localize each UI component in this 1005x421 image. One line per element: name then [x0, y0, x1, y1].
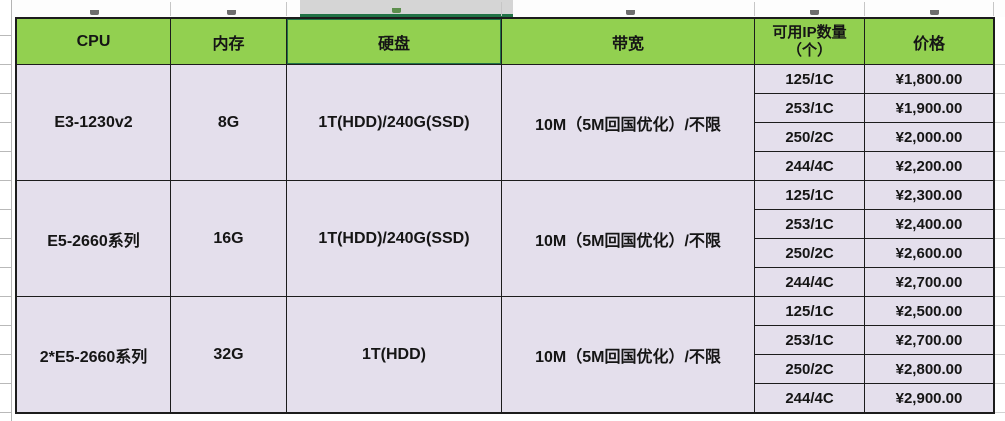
column-divider [501, 2, 502, 16]
column-divider [286, 2, 287, 16]
price-cell[interactable]: ¥2,200.00 [865, 152, 993, 180]
column-letter-fragment [227, 10, 236, 15]
ip-cell[interactable]: 125/1C [755, 181, 864, 209]
price-cell[interactable]: ¥2,600.00 [865, 239, 993, 267]
column-divider [993, 2, 994, 16]
column-divider [754, 2, 755, 16]
column-letter-fragment [392, 8, 401, 13]
row-header-strip [0, 0, 12, 421]
gridline-stubs [995, 17, 1005, 414]
header-disk[interactable]: 硬盘 [287, 19, 501, 64]
ip-cell[interactable]: 250/2C [755, 355, 864, 383]
memory-cell[interactable]: 8G [171, 65, 286, 180]
bandwidth-cell[interactable]: 10M（5M回国优化）/不限 [502, 297, 754, 412]
ip-cell[interactable]: 253/1C [755, 94, 864, 122]
bandwidth-cell[interactable]: 10M（5M回国优化）/不限 [502, 181, 754, 296]
ip-cell[interactable]: 250/2C [755, 239, 864, 267]
column-letter-fragment [810, 10, 819, 15]
disk-cell[interactable]: 1T(HDD)/240G(SSD) [287, 181, 501, 296]
price-cell[interactable]: ¥2,300.00 [865, 181, 993, 209]
selected-column-header[interactable] [300, 0, 513, 17]
price-cell[interactable]: ¥1,900.00 [865, 94, 993, 122]
price-cell[interactable]: ¥2,800.00 [865, 355, 993, 383]
column-divider [864, 2, 865, 16]
ip-cell[interactable]: 253/1C [755, 210, 864, 238]
column-letter-fragment [930, 10, 939, 15]
price-cell[interactable]: ¥2,400.00 [865, 210, 993, 238]
price-cell[interactable]: ¥2,900.00 [865, 384, 993, 412]
header-ip-count[interactable]: 可用IP数量 （个） [755, 19, 864, 64]
column-header-strip [12, 0, 1005, 17]
price-cell[interactable]: ¥2,000.00 [865, 123, 993, 151]
bandwidth-cell[interactable]: 10M（5M回国优化）/不限 [502, 65, 754, 180]
ip-cell[interactable]: 253/1C [755, 326, 864, 354]
cpu-cell[interactable]: E5-2660系列 [17, 181, 170, 296]
header-cpu[interactable]: CPU [17, 19, 170, 64]
column-letter-fragment [90, 10, 99, 15]
header-price[interactable]: 价格 [865, 19, 993, 64]
ip-cell[interactable]: 125/1C [755, 65, 864, 93]
header-bandwidth[interactable]: 带宽 [502, 19, 754, 64]
memory-cell[interactable]: 32G [171, 297, 286, 412]
ip-cell[interactable]: 244/4C [755, 152, 864, 180]
price-cell[interactable]: ¥2,700.00 [865, 268, 993, 296]
price-cell[interactable]: ¥2,700.00 [865, 326, 993, 354]
ip-cell[interactable]: 244/4C [755, 268, 864, 296]
pricing-table: CPU 内存 硬盘 带宽 可用IP数量 （个） 价格 E3-1230v2 8G … [15, 17, 995, 414]
disk-cell[interactable]: 1T(HDD) [287, 297, 501, 412]
ip-cell[interactable]: 125/1C [755, 297, 864, 325]
column-divider [170, 2, 171, 16]
disk-cell[interactable]: 1T(HDD)/240G(SSD) [287, 65, 501, 180]
memory-cell[interactable]: 16G [171, 181, 286, 296]
header-memory[interactable]: 内存 [171, 19, 286, 64]
ip-cell[interactable]: 244/4C [755, 384, 864, 412]
ip-cell[interactable]: 250/2C [755, 123, 864, 151]
column-letter-fragment [626, 10, 635, 15]
cpu-cell[interactable]: 2*E5-2660系列 [17, 297, 170, 412]
price-cell[interactable]: ¥2,500.00 [865, 297, 993, 325]
price-cell[interactable]: ¥1,800.00 [865, 65, 993, 93]
cpu-cell[interactable]: E3-1230v2 [17, 65, 170, 180]
